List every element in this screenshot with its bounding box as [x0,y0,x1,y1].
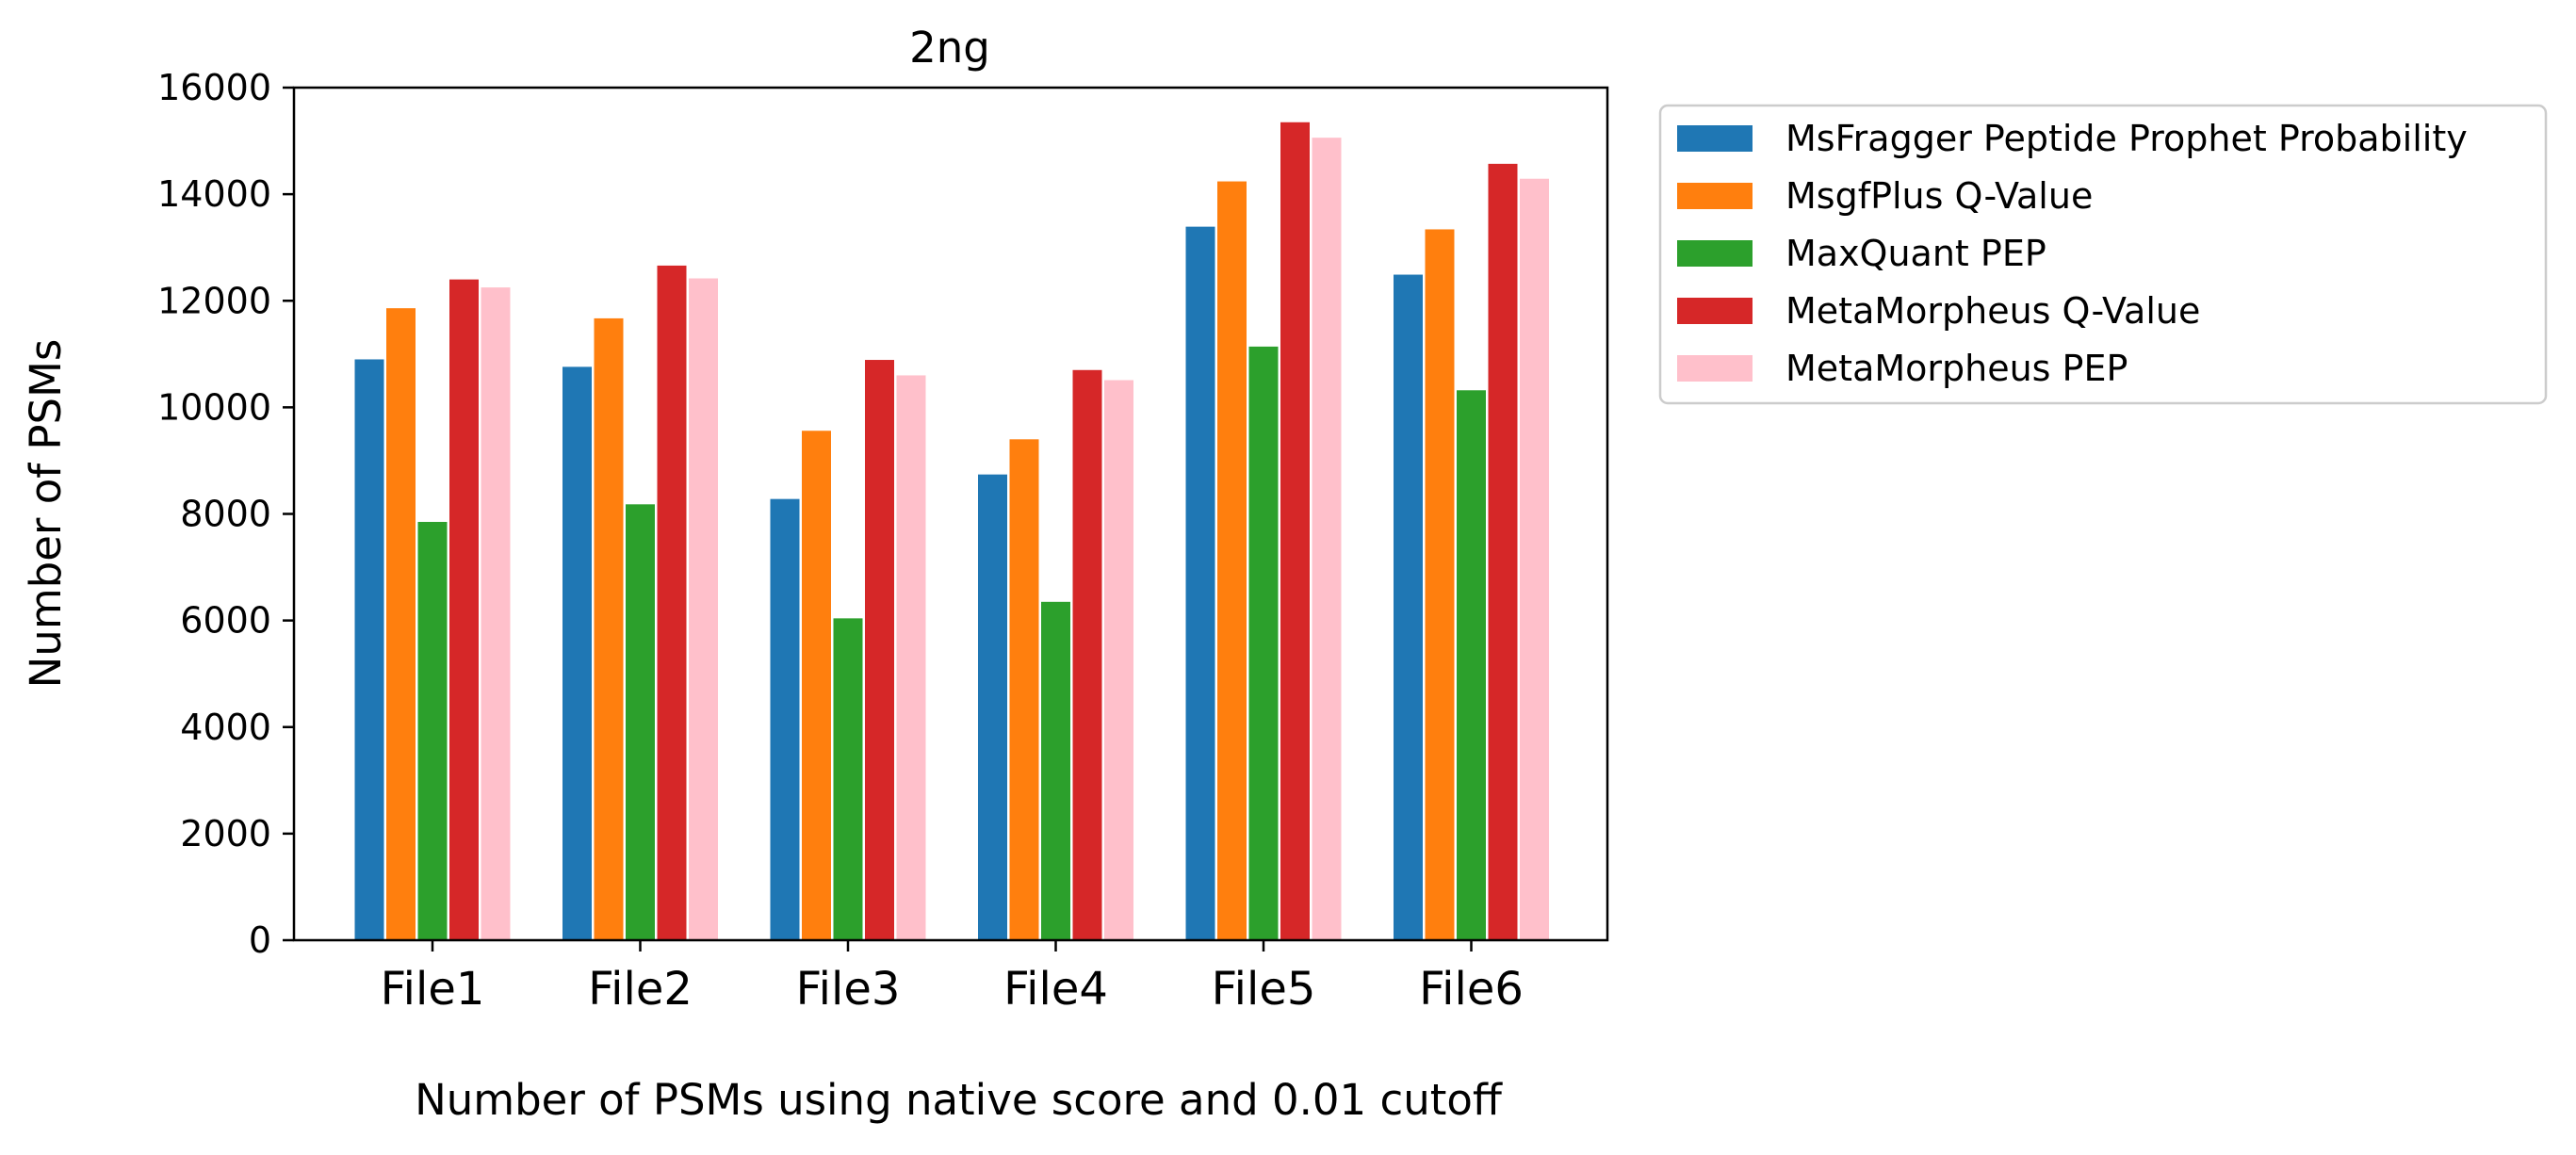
bar-file5-series-5 [1312,138,1342,940]
bar-file6-series-4 [1488,163,1518,940]
bar-file5-series-1 [1185,226,1215,941]
y-tick-label: 16000 [157,67,271,108]
y-tick-label: 6000 [180,600,271,642]
bar-file2-series-1 [562,366,592,940]
bar-file3-series-3 [833,618,863,940]
bars-layer [354,122,1549,941]
bar-file3-series-4 [865,360,894,940]
bar-file6-series-1 [1394,274,1423,940]
legend-label-series-5: MetaMorpheus PEP [1785,348,2128,389]
x-tick-label-file3: File3 [796,963,901,1016]
legend-label-series-4: MetaMorpheus Q-Value [1785,290,2200,332]
bar-file2-series-4 [657,265,687,940]
x-axis-ticks: File1 File2 File3 File4 File5 File6 [381,940,1524,1016]
legend: MsFragger Peptide Prophet Probability Msg… [1658,104,2548,405]
bar-file2-series-5 [689,278,718,940]
bar-file4-series-3 [1041,601,1070,940]
x-tick-label-file1: File1 [381,963,485,1016]
bar-file4-series-4 [1072,369,1102,940]
y-tick-label: 12000 [157,280,271,321]
y-axis-ticks: 0 2000 4000 6000 8000 10000 12000 14000 16000 [157,67,294,961]
bar-file1-series-2 [386,308,416,940]
bar-file4-series-1 [978,474,1007,940]
bar-file1-series-4 [449,279,479,940]
bar-file1-series-3 [417,521,448,940]
bar-file6-series-3 [1457,390,1486,940]
bar-file1-series-5 [481,287,511,940]
y-tick-label: 0 [249,919,271,961]
bar-file3-series-1 [770,498,800,940]
bar-file2-series-3 [626,504,655,940]
y-tick-label: 2000 [180,813,271,854]
bar-file2-series-2 [594,317,624,940]
x-tick-label-file6: File6 [1419,963,1524,1016]
x-axis-title: Number of PSMs using native score and 0.… [415,1075,1503,1125]
x-tick-label-file2: File2 [588,963,693,1016]
y-tick-label: 10000 [157,386,271,428]
bar-file4-series-2 [1009,439,1039,940]
legend-items: MsFragger Peptide Prophet Probability Msg… [1677,118,2468,389]
bar-file5-series-2 [1217,181,1247,941]
x-tick-label-file4: File4 [1003,963,1108,1016]
legend-swatch-series-2 [1677,183,1753,209]
y-axis-title: Number of PSMs [21,339,71,689]
bar-file5-series-4 [1280,122,1310,940]
legend-swatch-series-1 [1677,125,1753,152]
y-tick-label: 14000 [157,173,271,215]
legend-swatch-series-5 [1677,355,1753,382]
chart-title: 2ng [909,23,990,73]
legend-frame [1658,104,2548,405]
bar-file3-series-5 [896,375,926,940]
bar-file4-series-5 [1104,380,1133,940]
legend-swatch-series-4 [1677,298,1753,324]
plot-frame [292,86,1609,942]
legend-label-series-2: MsgfPlus Q-Value [1785,175,2093,217]
x-tick-label-file5: File5 [1212,963,1316,1016]
legend-label-series-3: MaxQuant PEP [1785,233,2046,274]
bar-file6-series-2 [1425,229,1455,941]
bar-file1-series-1 [354,359,384,940]
bar-file6-series-5 [1520,178,1549,941]
legend-swatch-series-3 [1677,240,1753,267]
y-tick-label: 8000 [180,494,271,535]
bar-file5-series-3 [1248,346,1279,940]
legend-label-series-1: MsFragger Peptide Prophet Probability [1785,118,2468,159]
bar-file3-series-2 [802,431,831,940]
y-tick-label: 4000 [180,707,271,748]
